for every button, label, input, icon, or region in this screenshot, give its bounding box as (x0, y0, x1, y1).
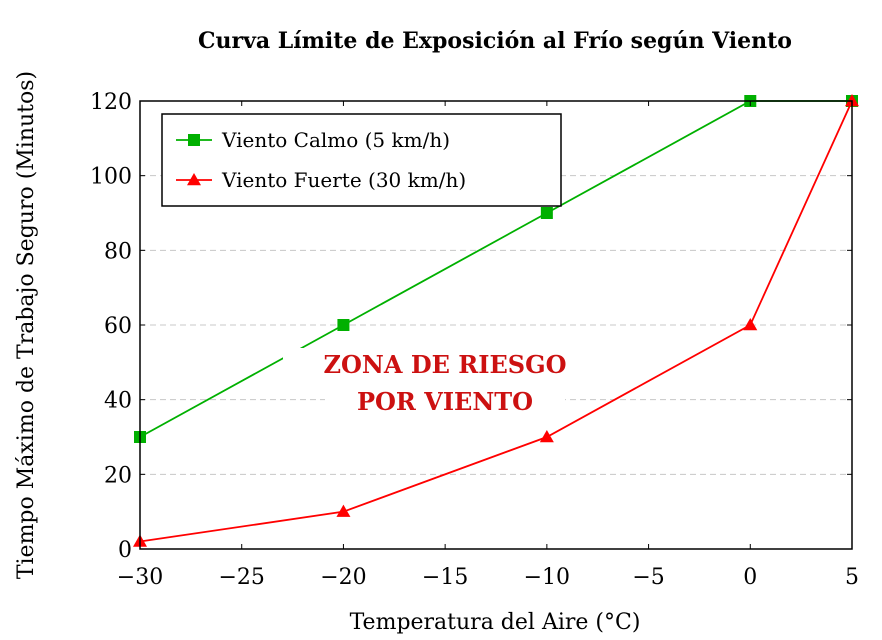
x-tick-label: 0 (743, 565, 757, 590)
series-1-point (540, 207, 553, 219)
y-tick-label: 120 (90, 90, 132, 115)
grid-lines (140, 175, 852, 475)
legend: Viento Calmo (5 km/h) Viento Fuerte (30 k… (161, 113, 562, 207)
legend-series-2-label: Viento Fuerte (30 km/h) (221, 168, 466, 192)
y-tick-label: 0 (118, 538, 132, 563)
y-tick-label: 40 (104, 389, 132, 414)
legend-series-1-marker (188, 134, 200, 146)
annotation-background (325, 384, 565, 416)
chart-title: Curva Límite de Exposición al Frío según… (198, 28, 792, 54)
y-tick-label: 20 (104, 463, 132, 488)
annotation-background (283, 348, 607, 380)
legend-series-1-label: Viento Calmo (5 km/h) (221, 128, 450, 152)
x-tick-label: 5 (845, 565, 859, 590)
annotation-line-1: ZONA DE RIESGO (324, 350, 567, 379)
series-2-point (539, 430, 554, 443)
series-1-point (337, 319, 350, 331)
series-2-point (845, 94, 859, 107)
legend-series-2-marker (187, 173, 201, 186)
annotation-line-2: POR VIENTO (357, 387, 533, 416)
y-tick-label: 100 (90, 165, 132, 190)
series-2-point (336, 504, 351, 517)
legend-box (161, 113, 562, 207)
y-axis-label: Tiempo Máximo de Trabajo Seguro (Minutos… (14, 71, 39, 579)
annotation: ZONA DE RIESGO POR VIENTO (283, 348, 607, 416)
x-tick-label: −20 (320, 565, 366, 590)
y-tick-label: 60 (104, 314, 132, 339)
axes: 0 20 40 60 80 100 120 −30 −25 −20 −15 −10 −5 0 5 (90, 90, 859, 590)
x-tick-label: −30 (117, 565, 163, 590)
x-tick-label: −25 (218, 565, 264, 590)
series-2-point (743, 318, 758, 331)
x-tick-label: −15 (422, 565, 468, 590)
x-tick-label: −10 (524, 565, 570, 590)
y-tick-label: 80 (104, 239, 132, 264)
x-tick-label: −5 (632, 565, 664, 590)
x-axis-label: Temperatura del Aire (°C) (350, 610, 641, 635)
